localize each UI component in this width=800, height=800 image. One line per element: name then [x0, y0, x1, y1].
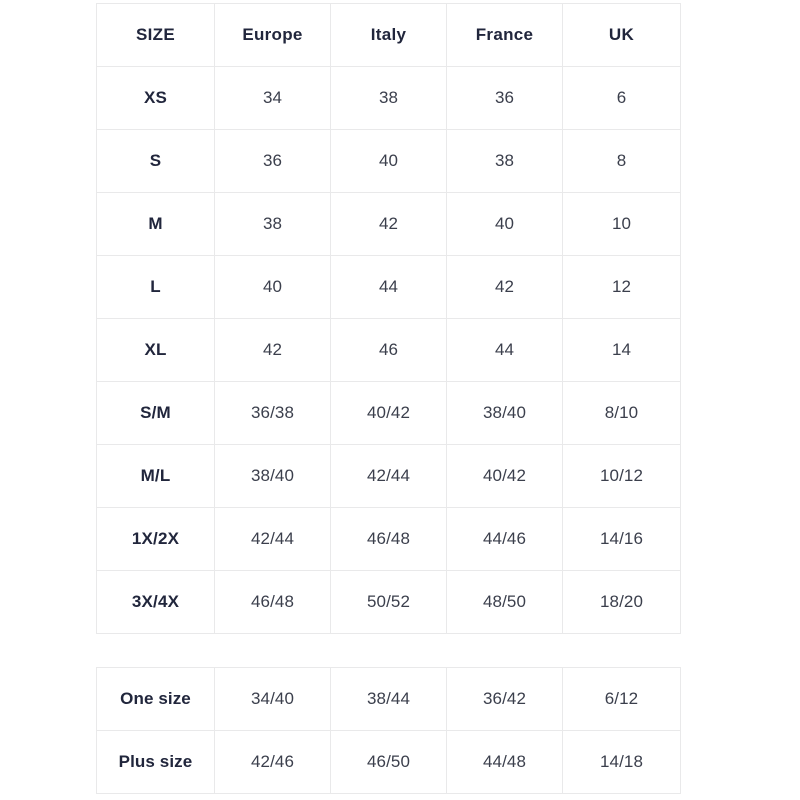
table-row: M/L 38/40 42/44 40/42 10/12: [96, 444, 681, 508]
size-label-cell: 1X/2X: [96, 507, 215, 571]
column-header-italy: Italy: [330, 3, 447, 67]
uk-value-cell: 14/16: [562, 507, 681, 571]
uk-value-cell: 12: [562, 255, 681, 319]
size-label-cell: One size: [96, 667, 215, 731]
france-value-cell: 36: [446, 66, 563, 130]
size-label-cell: XL: [96, 318, 215, 382]
table-row: 3X/4X 46/48 50/52 48/50 18/20: [96, 570, 681, 634]
europe-value-cell: 34: [214, 66, 331, 130]
size-label-cell: L: [96, 255, 215, 319]
table-row: Plus size 42/46 46/50 44/48 14/18: [96, 730, 681, 794]
column-header-size: SIZE: [96, 3, 215, 67]
size-label-cell: M: [96, 192, 215, 256]
size-label-cell: Plus size: [96, 730, 215, 794]
uk-value-cell: 6: [562, 66, 681, 130]
france-value-cell: 38: [446, 129, 563, 193]
italy-value-cell: 40: [330, 129, 447, 193]
size-label-cell: 3X/4X: [96, 570, 215, 634]
uk-value-cell: 8/10: [562, 381, 681, 445]
italy-value-cell: 42: [330, 192, 447, 256]
italy-value-cell: 50/52: [330, 570, 447, 634]
uk-value-cell: 10: [562, 192, 681, 256]
table-row: XS 34 38 36 6: [96, 66, 681, 130]
france-value-cell: 48/50: [446, 570, 563, 634]
italy-value-cell: 40/42: [330, 381, 447, 445]
europe-value-cell: 42: [214, 318, 331, 382]
france-value-cell: 40: [446, 192, 563, 256]
uk-value-cell: 8: [562, 129, 681, 193]
italy-value-cell: 42/44: [330, 444, 447, 508]
italy-value-cell: 38: [330, 66, 447, 130]
europe-value-cell: 46/48: [214, 570, 331, 634]
general-size-table: One size 34/40 38/44 36/42 6/12 Plus siz…: [96, 667, 681, 794]
europe-value-cell: 42/46: [214, 730, 331, 794]
uk-value-cell: 10/12: [562, 444, 681, 508]
size-label-cell: S: [96, 129, 215, 193]
italy-value-cell: 44: [330, 255, 447, 319]
table-body: XS 34 38 36 6 S 36 40 38 8 M 38 42 40 10: [96, 66, 681, 634]
italy-value-cell: 46/48: [330, 507, 447, 571]
table-row: M 38 42 40 10: [96, 192, 681, 256]
europe-value-cell: 38/40: [214, 444, 331, 508]
column-header-uk: UK: [562, 3, 681, 67]
europe-value-cell: 42/44: [214, 507, 331, 571]
size-conversion-table: SIZE Europe Italy France UK XS 34 38 36 …: [96, 3, 681, 634]
size-label-cell: XS: [96, 66, 215, 130]
table-row: One size 34/40 38/44 36/42 6/12: [96, 667, 681, 731]
france-value-cell: 42: [446, 255, 563, 319]
europe-value-cell: 34/40: [214, 667, 331, 731]
italy-value-cell: 46/50: [330, 730, 447, 794]
size-label-cell: M/L: [96, 444, 215, 508]
table-header-row: SIZE Europe Italy France UK: [96, 3, 681, 67]
table-row: XL 42 46 44 14: [96, 318, 681, 382]
uk-value-cell: 14/18: [562, 730, 681, 794]
europe-value-cell: 38: [214, 192, 331, 256]
uk-value-cell: 6/12: [562, 667, 681, 731]
france-value-cell: 44/48: [446, 730, 563, 794]
table-row: L 40 44 42 12: [96, 255, 681, 319]
size-label-cell: S/M: [96, 381, 215, 445]
europe-value-cell: 36/38: [214, 381, 331, 445]
table-row: 1X/2X 42/44 46/48 44/46 14/16: [96, 507, 681, 571]
column-header-europe: Europe: [214, 3, 331, 67]
france-value-cell: 44: [446, 318, 563, 382]
france-value-cell: 44/46: [446, 507, 563, 571]
europe-value-cell: 36: [214, 129, 331, 193]
europe-value-cell: 40: [214, 255, 331, 319]
uk-value-cell: 18/20: [562, 570, 681, 634]
france-value-cell: 38/40: [446, 381, 563, 445]
france-value-cell: 36/42: [446, 667, 563, 731]
uk-value-cell: 14: [562, 318, 681, 382]
table-row: S 36 40 38 8: [96, 129, 681, 193]
column-header-france: France: [446, 3, 563, 67]
italy-value-cell: 46: [330, 318, 447, 382]
france-value-cell: 40/42: [446, 444, 563, 508]
table-header: SIZE Europe Italy France UK: [96, 3, 681, 67]
italy-value-cell: 38/44: [330, 667, 447, 731]
table-body: One size 34/40 38/44 36/42 6/12 Plus siz…: [96, 667, 681, 794]
table-row: S/M 36/38 40/42 38/40 8/10: [96, 381, 681, 445]
